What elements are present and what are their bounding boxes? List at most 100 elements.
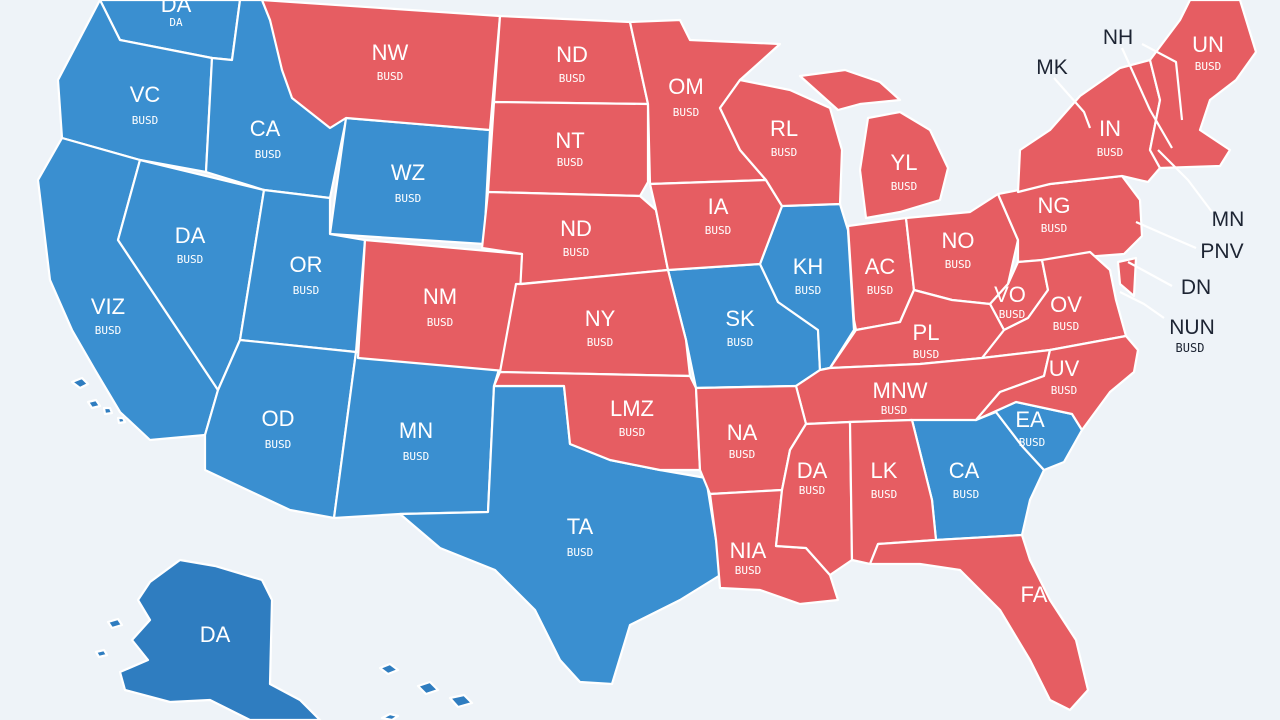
region-code: BUSD (913, 348, 940, 361)
callout-nun: NUN BUSD (1169, 316, 1215, 355)
region-code: BUSD (95, 324, 122, 337)
region-code: BUSD (132, 114, 159, 127)
region-co[interactable]: NM BUSD (356, 238, 524, 374)
region-label: MN (399, 418, 433, 443)
region-code: BUSD (735, 564, 762, 577)
region-label: NW (372, 40, 409, 65)
region-code: BUSD (1041, 222, 1068, 235)
region-wi-shape (718, 78, 844, 208)
region-label: ND (560, 216, 592, 241)
region-code: BUSD (871, 488, 898, 501)
region-label: NY (585, 306, 616, 331)
region-label: YL (891, 150, 918, 175)
region-mt[interactable]: NW BUSD (260, 0, 502, 132)
region-code: BUSD (427, 316, 454, 329)
region-label: VO (994, 282, 1026, 307)
region-code: BUSD (293, 284, 320, 297)
region-code: BUSD (619, 426, 646, 439)
region-nc[interactable]: UV BUSD (974, 334, 1140, 432)
region-il[interactable]: KH BUSD (758, 202, 856, 372)
region-code: BUSD (563, 246, 590, 259)
callout-label: MN (1212, 208, 1245, 231)
region-pa[interactable]: NG BUSD (996, 174, 1144, 264)
region-code: BUSD (557, 156, 584, 169)
region-label: ND (556, 42, 588, 67)
region-or-shape (56, 0, 214, 174)
callout-label: DN (1181, 276, 1211, 299)
region-code: BUSD (953, 488, 980, 501)
region-code: BUSD (265, 438, 292, 451)
region-code: BUSD (1051, 384, 1078, 397)
leader-line (1119, 291, 1165, 319)
region-ne2-shape (1148, 0, 1258, 170)
region-ok[interactable]: LMZ BUSD (492, 370, 702, 472)
callout-dn: DN (1181, 276, 1211, 299)
region-va[interactable]: OV BUSD (980, 250, 1138, 360)
region-label: OM (668, 74, 703, 99)
region-id[interactable]: CA BUSD (204, 0, 348, 200)
callout-label: NUN (1169, 316, 1215, 339)
region-code: BUSD (799, 484, 826, 497)
region-nc-shape (974, 334, 1140, 432)
region-wi[interactable]: RL BUSD (718, 78, 844, 208)
region-label: IA (708, 194, 729, 219)
region-label: SK (725, 306, 755, 331)
region-label: NG (1038, 193, 1071, 218)
region-sd[interactable]: NT BUSD (486, 100, 650, 198)
callout-mn: MN (1212, 208, 1245, 231)
region-label: DA (175, 223, 206, 248)
region-label: NM (423, 284, 457, 309)
region-code: BUSD (999, 308, 1026, 321)
region-code: BUSD (395, 192, 422, 205)
callout-nh: NH (1103, 26, 1133, 49)
region-label: NT (555, 128, 584, 153)
region-code: BUSD (891, 180, 918, 193)
region-code: BUSD (587, 336, 614, 349)
region-code: BUSD (945, 258, 972, 271)
callout-leaders (1053, 43, 1213, 319)
region-ak[interactable]: DA (70, 376, 474, 720)
region-label: LK (871, 458, 898, 483)
region-code: BUSD (403, 450, 430, 463)
region-ia[interactable]: IA BUSD (648, 178, 784, 272)
leader-line (1120, 47, 1173, 149)
region-code: BUSD (1053, 320, 1080, 333)
region-fl-shape (868, 533, 1090, 712)
leader-line (1053, 77, 1092, 129)
leader-line (1135, 220, 1197, 250)
region-label: CA (949, 458, 980, 483)
region-code: BUSD (771, 146, 798, 159)
region-nm[interactable]: MN BUSD (332, 350, 502, 520)
region-label: OR (290, 252, 323, 277)
region-label: UV (1049, 356, 1080, 381)
leader-line (1127, 261, 1173, 287)
region-code: BUSD (567, 546, 594, 559)
region-code: BUSD (255, 148, 282, 161)
callout-code: BUSD (1176, 341, 1205, 355)
region-label: EA (1015, 407, 1045, 432)
region-code: BUSD (559, 72, 586, 85)
region-al[interactable]: LK BUSD (848, 418, 938, 566)
region-code: BUSD (673, 106, 700, 119)
region-label: UN (1192, 32, 1224, 57)
callout-mk: MK (1036, 56, 1068, 79)
region-ne2[interactable]: UN BUSD (1148, 0, 1258, 170)
region-label: WZ (391, 160, 425, 185)
region-mi[interactable]: YL BUSD (798, 68, 950, 220)
region-label: NA (727, 420, 758, 445)
region-nd[interactable]: ND BUSD (492, 14, 650, 106)
region-label: LMZ (610, 396, 654, 421)
region-label: CA (250, 116, 281, 141)
region-ks[interactable]: NY BUSD (498, 268, 692, 378)
region-label: IN (1099, 116, 1121, 141)
region-ne[interactable]: ND BUSD (480, 190, 670, 286)
callout-label: NH (1103, 26, 1133, 49)
region-code: BUSD (1097, 146, 1124, 159)
region-code: DA (169, 16, 183, 29)
region-wy[interactable]: WZ BUSD (328, 116, 492, 246)
region-code: BUSD (881, 404, 908, 417)
region-fl[interactable]: FA (868, 533, 1090, 712)
region-sd-shape (486, 100, 650, 198)
region-or[interactable]: VC BUSD (56, 0, 214, 174)
region-in[interactable]: AC BUSD (846, 216, 916, 332)
